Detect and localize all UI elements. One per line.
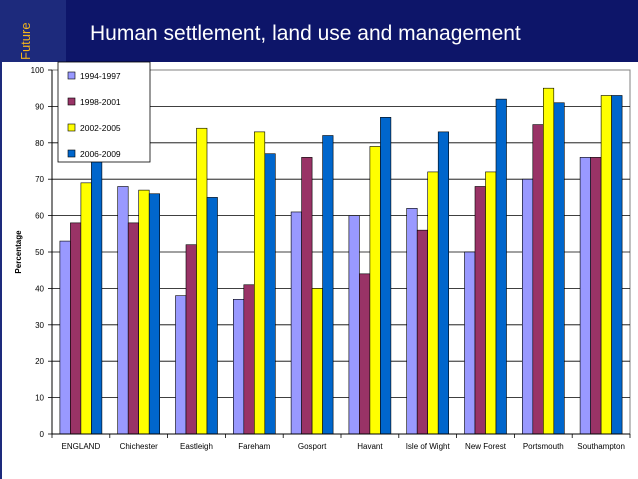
bar bbox=[206, 197, 218, 435]
bar bbox=[521, 178, 534, 435]
x-tick-label: Isle of Wight bbox=[406, 442, 451, 451]
bar bbox=[474, 186, 486, 435]
y-tick-label: 80 bbox=[35, 139, 44, 148]
header-bar bbox=[0, 0, 638, 62]
y-tick-label: 10 bbox=[35, 394, 44, 403]
bar bbox=[485, 171, 497, 435]
bar bbox=[233, 299, 245, 435]
left-border bbox=[0, 62, 2, 479]
bar bbox=[301, 157, 313, 435]
legend-label: 2002-2005 bbox=[80, 123, 121, 133]
x-tick-label: Chichester bbox=[120, 442, 159, 451]
bar bbox=[611, 95, 623, 435]
bar bbox=[532, 124, 544, 435]
bar bbox=[254, 131, 266, 435]
legend-swatch bbox=[67, 71, 76, 80]
bar bbox=[600, 95, 612, 435]
bar bbox=[264, 153, 276, 435]
y-tick-label: 50 bbox=[35, 248, 44, 257]
bar bbox=[185, 244, 197, 435]
bar bbox=[553, 102, 565, 435]
x-tick-label: Gosport bbox=[298, 442, 327, 451]
page-title: Human settlement, land use and managemen… bbox=[90, 22, 521, 45]
bar bbox=[59, 240, 71, 435]
x-tick-label: Fareham bbox=[238, 442, 270, 451]
bar bbox=[70, 222, 82, 435]
bar bbox=[91, 157, 103, 435]
bar bbox=[427, 171, 439, 435]
x-tick-label: New Forest bbox=[465, 442, 507, 451]
bar bbox=[579, 157, 591, 435]
bar bbox=[138, 189, 150, 435]
y-tick-label: 100 bbox=[31, 66, 45, 75]
bar bbox=[311, 288, 323, 435]
bar bbox=[464, 251, 476, 435]
bar bbox=[80, 182, 92, 435]
legend-label: 1994-1997 bbox=[80, 71, 121, 81]
bar bbox=[117, 186, 129, 435]
legend-label: 2006-2009 bbox=[80, 149, 121, 159]
legend-label: 1998-2001 bbox=[80, 97, 121, 107]
y-tick-label: 70 bbox=[35, 175, 44, 184]
bar bbox=[590, 157, 602, 435]
x-tick-label: ENGLAND bbox=[62, 442, 101, 451]
bar bbox=[542, 87, 555, 435]
bar bbox=[369, 146, 381, 435]
bar bbox=[348, 215, 360, 435]
y-tick-label: 60 bbox=[35, 212, 44, 221]
x-tick-label: Southampton bbox=[577, 442, 625, 451]
bar bbox=[437, 131, 450, 435]
legend-swatch bbox=[67, 123, 76, 132]
bar bbox=[290, 211, 302, 435]
bar bbox=[416, 229, 429, 435]
bar bbox=[380, 117, 392, 435]
bar bbox=[322, 135, 334, 435]
x-tick-label: Havant bbox=[357, 442, 383, 451]
legend-swatch bbox=[67, 149, 76, 158]
y-axis-label: Percentage bbox=[14, 230, 23, 274]
y-tick-label: 20 bbox=[35, 357, 44, 366]
side-tab: Future bbox=[0, 0, 66, 62]
bar bbox=[243, 284, 255, 435]
y-tick-label: 90 bbox=[35, 102, 44, 111]
y-tick-label: 40 bbox=[35, 284, 44, 293]
bar bbox=[148, 193, 160, 435]
x-tick-label: Portsmouth bbox=[523, 442, 564, 451]
bar bbox=[359, 273, 371, 435]
bar bbox=[127, 222, 139, 435]
bar bbox=[406, 208, 418, 435]
legend-swatch bbox=[67, 97, 76, 106]
x-tick-label: Eastleigh bbox=[180, 442, 213, 451]
y-tick-label: 30 bbox=[35, 321, 44, 330]
bar bbox=[495, 98, 507, 435]
bar bbox=[175, 295, 187, 435]
bar bbox=[196, 127, 208, 435]
y-tick-label: 0 bbox=[40, 430, 45, 439]
